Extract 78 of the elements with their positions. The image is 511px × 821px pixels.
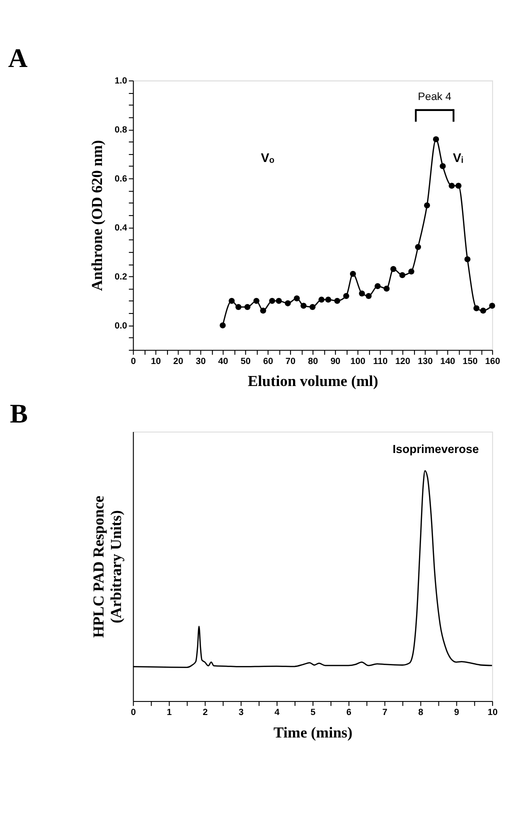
x-tick-label: 120 [395, 356, 410, 366]
y-axis-title: HPLC PAD Responce (Arbitrary Units) [90, 495, 125, 638]
x-tick-label: 70 [286, 356, 296, 366]
y-tick-label: 0.8 [114, 124, 128, 135]
point [489, 302, 496, 309]
y-tick-label: 1.0 [114, 76, 128, 86]
x-tick-label: 80 [308, 356, 318, 366]
point [343, 292, 350, 299]
point [228, 298, 235, 304]
point [334, 298, 340, 304]
x-tick-label: 60 [263, 356, 274, 366]
point [294, 295, 300, 302]
point [318, 296, 325, 303]
annotation: Vᵢ [452, 151, 464, 166]
point [244, 304, 250, 310]
point [276, 298, 282, 304]
x-tick-label: 160 [485, 356, 500, 366]
annotation: Peak 4 [418, 91, 452, 104]
annotation: Isoprimeverose [392, 442, 480, 456]
point [390, 266, 396, 272]
x-tick-label: 50 [240, 356, 251, 366]
y-tick-label: 0.4 [114, 222, 128, 233]
point [415, 244, 422, 250]
point [374, 283, 381, 290]
point [464, 256, 470, 262]
x-tick-label: 1 [166, 706, 172, 717]
point [350, 270, 356, 277]
point [300, 302, 307, 309]
x-tick-label: 5 [310, 706, 316, 717]
point [284, 300, 291, 306]
x-axis-title: Elution volume (ml) [248, 373, 378, 390]
x-tick-label: 8 [418, 706, 424, 717]
x-tick-label: 3 [238, 706, 244, 717]
x-tick-label: 10 [150, 356, 161, 366]
point [269, 298, 276, 304]
x-tick-label: 6 [346, 706, 352, 717]
x-tick-label: 110 [373, 356, 388, 366]
x-tick-label: 20 [173, 356, 184, 366]
annotation: Vₒ [260, 151, 274, 166]
x-tick-label: 0 [130, 706, 136, 717]
point [440, 163, 446, 170]
y-tick-label: 0.2 [114, 272, 128, 282]
x-tick-label: 4 [274, 706, 280, 717]
point [310, 304, 316, 310]
y-tick-label: 0.6 [114, 174, 128, 184]
point [358, 290, 365, 297]
point [325, 296, 332, 303]
chart-title: B [10, 398, 28, 429]
x-tick-label: 7 [382, 706, 388, 717]
point [253, 298, 260, 304]
y-axis-title: Anthrone (OD 620 nm) [89, 140, 106, 292]
point [260, 308, 266, 314]
x-tick-label: 2 [202, 706, 208, 717]
x-tick-label: 140 [440, 356, 456, 366]
point [220, 322, 226, 328]
point [408, 268, 414, 274]
point [433, 136, 440, 142]
y-tick-label: 0.0 [114, 320, 128, 330]
x-tick-label: 150 [462, 356, 478, 366]
x-tick-label: 10 [488, 706, 498, 717]
x-tick-label: 90 [330, 356, 340, 366]
point [399, 272, 406, 278]
point [424, 202, 430, 208]
chart-title: A [8, 42, 28, 73]
x-tick-label: 100 [350, 356, 366, 366]
x-axis-title: Time (mins) [274, 724, 352, 742]
point [473, 305, 480, 312]
point [455, 182, 462, 189]
point [235, 304, 242, 310]
x-tick-label: 0 [130, 356, 136, 366]
x-tick-label: 30 [196, 356, 206, 366]
point [366, 292, 372, 299]
point [448, 182, 455, 189]
point [480, 308, 486, 314]
x-tick-label: 9 [454, 706, 460, 717]
x-tick-label: 130 [418, 356, 433, 366]
point [384, 286, 390, 292]
x-tick-label: 40 [218, 356, 228, 366]
